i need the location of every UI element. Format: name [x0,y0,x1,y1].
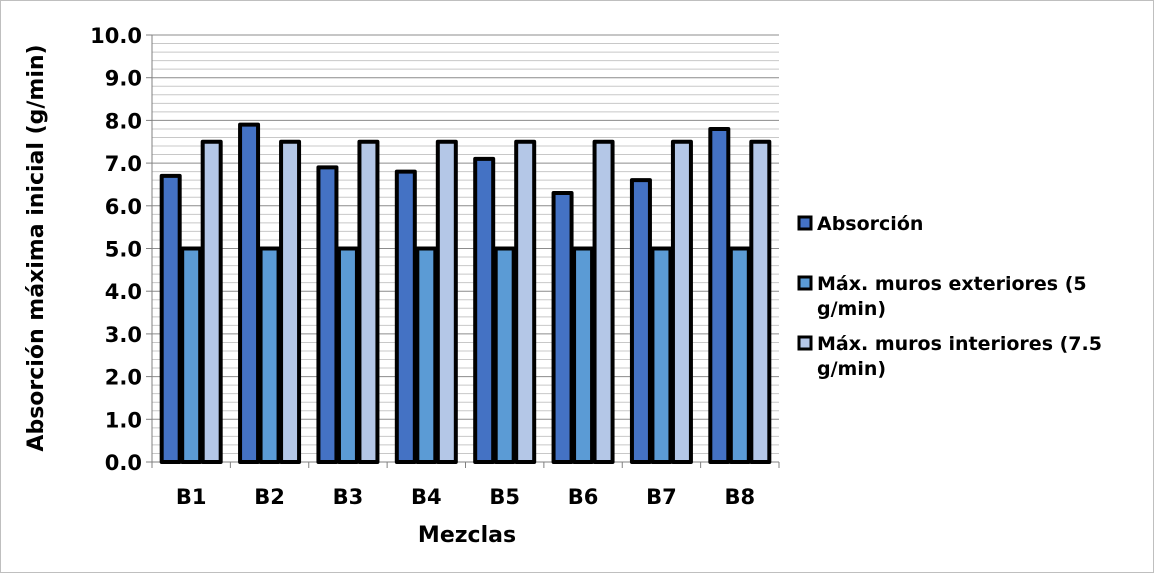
bar-b5-series-1 [473,156,496,465]
bar-b8-series-1 [708,126,731,464]
bar-b4-series-1 [394,169,417,464]
x-tick-label: B3 [333,485,364,509]
y-tick-label: 1.0 [105,408,142,432]
y-tick-label: 0.0 [105,451,142,475]
legend-label-3-line2: g/min) [817,358,886,380]
bar-b3-series-2 [336,246,359,464]
tick-labels: 0.0 1.0 2.0 3.0 4.0 5.0 6.0 7.0 8.0 9.0 10.0 B1 B2 B3… [90,24,755,509]
bar-b8-series-3 [749,139,772,464]
bar-b1-series-1 [159,173,182,464]
y-tick-label: 7.0 [105,152,142,176]
x-tick-label: B6 [568,485,599,509]
bar-b6-series-1 [551,190,574,465]
y-tick-label: 5.0 [105,238,142,262]
x-tick-label: B1 [176,485,207,509]
bar-b5-series-2 [493,246,516,464]
bar-b7-series-1 [629,178,652,464]
bar-b4-series-3 [435,139,458,464]
bar-b2-series-3 [279,139,302,464]
y-tick-label: 4.0 [105,280,142,304]
y-tick-label: 6.0 [105,195,142,219]
bar-b7-series-2 [650,246,673,464]
y-tick-label: 9.0 [105,67,142,91]
y-tick-label: 3.0 [105,323,142,347]
legend-label-2: Máx. muros exteriores (5 [817,273,1087,295]
bar-b2-series-2 [258,246,281,464]
bar-b2-series-1 [238,122,261,464]
x-tick-label: B5 [489,485,520,509]
x-tick-label: B2 [254,485,285,509]
legend: Absorción Máx. muros exteriores (5 g/min) M… [797,213,1102,380]
y-tick-label: 8.0 [105,109,142,133]
bar-b3-series-1 [316,165,339,464]
bars [159,122,772,465]
bar-b5-series-3 [514,139,537,464]
y-tick-label: 10.0 [90,24,142,48]
x-axis-title: Mezclas [418,523,516,548]
y-tick-label: 2.0 [105,366,142,390]
bar-b6-series-3 [592,139,615,464]
bar-b3-series-3 [357,139,380,464]
legend-label-1: Absorción [817,213,923,235]
x-tick-label: B8 [725,485,756,509]
bar-b7-series-3 [670,139,693,464]
x-tick-label: B4 [411,485,442,509]
legend-label-3: Máx. muros interiores (7.5 [817,333,1102,355]
bar-b1-series-2 [180,246,203,464]
legend-swatch-2 [797,275,813,291]
bar-b8-series-2 [728,246,751,464]
legend-swatch-1 [797,215,813,231]
bar-b1-series-3 [200,139,223,464]
legend-swatch-3 [797,335,813,351]
bar-b6-series-2 [572,246,595,464]
legend-label-2-line2: g/min) [817,298,886,320]
y-axis-title: Absorción máxima inicial (g/min) [24,44,49,451]
bar-b4-series-2 [415,246,438,464]
x-tick-label: B7 [646,485,677,509]
